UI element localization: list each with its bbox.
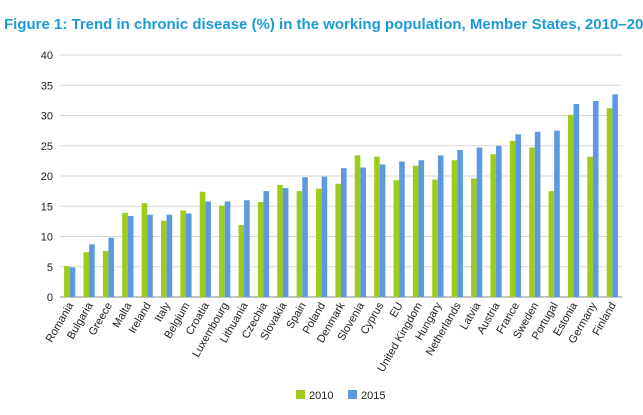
bar-2015-poland [321,176,328,297]
bar-2015-lithuania [244,200,250,297]
bar-2015-united-kingdom [418,160,425,297]
legend-label-2010: 2010 [309,390,333,402]
y-tick-label: 40 [41,50,53,62]
bar-2015-italy [166,214,173,297]
bar-2015-slovakia [282,188,289,297]
bar-2010-finland [606,108,613,298]
bar-2015-latvia [476,147,483,297]
bar-2015-denmark [341,168,347,297]
bar-2010-austria [490,154,497,297]
bar-2015-greece [108,237,115,297]
legend-swatch-2015 [348,390,357,399]
bar-2015-ireland [147,214,153,297]
y-tick-label: 5 [47,262,53,274]
bar-2010-portugal [548,191,555,297]
y-tick-label: 15 [41,201,53,213]
bar-2010-croatia [199,191,206,297]
bar-2015-netherlands [457,149,463,297]
bar-2015-malta [127,215,134,297]
bar-2010-netherlands [451,160,458,297]
bar-2015-cyprus [379,164,386,297]
bar-2010-spain [296,191,303,297]
bar-2015-estonia [573,104,580,297]
bar-2010-luxembourg [219,205,225,297]
bar-2015-czechia [263,191,270,297]
bar-2010-bulgaria [83,252,90,297]
bar-2015-austria [496,145,502,297]
bar-2015-bulgaria [89,244,95,297]
bar-2015-belgium [185,213,192,297]
bar-2015-france [515,134,522,297]
bar-2010-romania [64,266,70,297]
bar-2010-czechia [257,202,264,297]
bar-2010-poland [316,188,322,297]
bar-2015-hungary [437,155,444,297]
x-tick-label: EU [388,300,406,319]
bar-2010-united-kingdom [412,165,419,297]
bar-2015-portugal [554,130,560,297]
bar-2015-sweden [534,131,541,297]
bar-2010-lithuania [238,225,245,297]
legend-label-2015: 2015 [361,390,385,402]
bar-2015-eu [399,161,405,297]
bar-2010-germany [587,156,593,297]
bar-2010-latvia [471,178,477,297]
bar-2010-france [509,140,516,297]
bar-2010-ireland [141,203,148,297]
bar-2015-finland [612,94,618,297]
bar-2015-romania [69,267,76,297]
bar-2010-eu [393,180,400,297]
bar-2010-italy [160,220,167,297]
bar-2010-hungary [432,179,438,297]
bar-2010-malta [122,212,128,297]
bar-2015-germany [592,100,599,297]
bar-2015-spain [302,177,308,297]
chart-title: Figure 1: Trend in chronic disease (%) i… [4,16,643,33]
bar-2015-luxembourg [224,201,231,297]
bar-2010-cyprus [374,156,380,297]
bar-2010-sweden [529,147,535,297]
bar-2010-belgium [180,210,186,297]
legend-swatch-2010 [296,390,305,399]
y-tick-label: 30 [41,111,53,123]
bar-2015-slovenia [360,167,366,297]
y-tick-label: 35 [41,80,53,92]
y-tick-label: 20 [41,171,53,183]
bar-2015-croatia [205,201,211,297]
y-tick-label: 0 [47,292,53,304]
bar-2010-estonia [567,114,574,298]
bar-2010-greece [102,251,109,297]
bar-2010-slovenia [354,155,361,297]
y-tick-label: 25 [41,141,53,153]
bar-2010-slovakia [277,185,283,297]
y-tick-label: 10 [41,232,53,244]
bar-2010-denmark [335,183,341,297]
